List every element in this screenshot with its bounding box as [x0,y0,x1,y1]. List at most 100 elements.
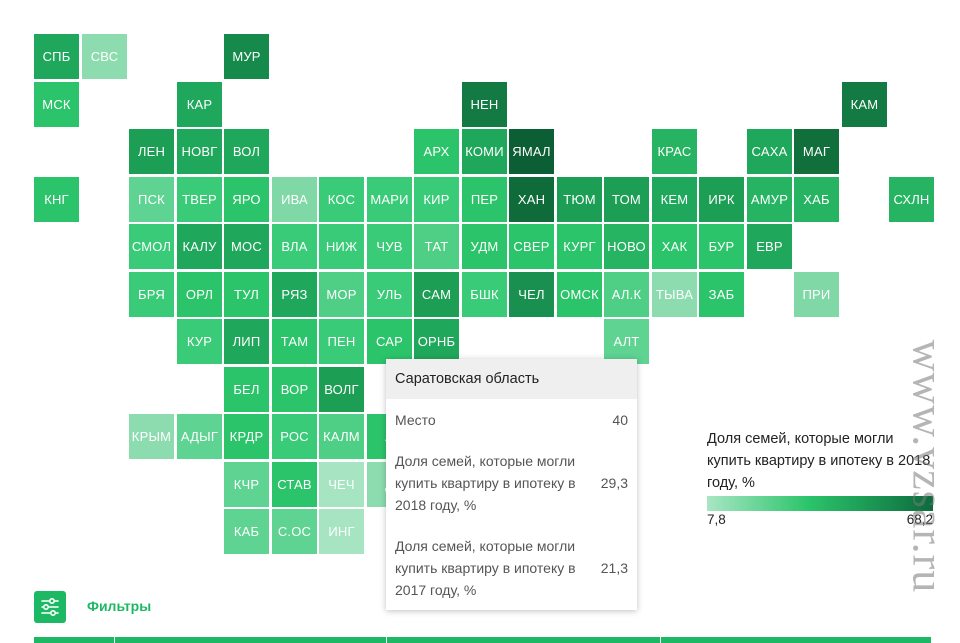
watermark-text: www.vzsar.ru [903,339,953,593]
region-tile-41[interactable]: УДМ [462,224,507,269]
region-tile-34[interactable]: СМОЛ [129,224,174,269]
region-tile-35[interactable]: КАЛУ [177,224,222,269]
region-tile-50[interactable]: ТУЛ [224,272,269,317]
region-tile-22[interactable]: КОС [319,177,364,222]
region-tile-74[interactable]: КРДР [224,414,269,459]
region-tile-16[interactable]: МАГ [794,129,839,174]
region-tile-66[interactable]: САР [367,319,412,364]
tooltip-title: Саратовская область [386,359,637,399]
region-tile-42[interactable]: СВЕР [509,224,554,269]
region-tile-47[interactable]: ЕВР [747,224,792,269]
region-tile-18[interactable]: ПСК [129,177,174,222]
region-tile-44[interactable]: НОВО [604,224,649,269]
region-tooltip: Саратовская область Место 40 Доля семей,… [386,359,637,610]
region-tile-45[interactable]: ХАК [652,224,697,269]
filters-button[interactable] [34,591,66,623]
region-tile-48[interactable]: БРЯ [129,272,174,317]
region-tile-80[interactable]: ЧЕЧ [319,462,364,507]
region-tile-83[interactable]: С.ОС [272,509,317,554]
region-tile-53[interactable]: УЛЬ [367,272,412,317]
region-tile-70[interactable]: ВОР [272,367,317,412]
region-tile-56[interactable]: ЧЕЛ [509,272,554,317]
region-tile-46[interactable]: БУР [699,224,744,269]
region-tile-43[interactable]: КУРГ [557,224,602,269]
region-tile-73[interactable]: АДЫГ [177,414,222,459]
legend-max-label: 68,2 [906,512,933,527]
filters-label[interactable]: Фильтры [87,598,152,614]
region-tile-4[interactable]: МСК [34,82,79,127]
region-tile-24[interactable]: КИР [414,177,459,222]
region-tile-65[interactable]: ПЕН [319,319,364,364]
region-tile-58[interactable]: АЛ.К [604,272,649,317]
region-tile-51[interactable]: РЯЗ [272,272,317,317]
region-tile-37[interactable]: ВЛА [272,224,317,269]
region-tile-26[interactable]: ХАН [509,177,554,222]
region-tile-36[interactable]: МОС [224,224,269,269]
region-tile-8[interactable]: ЛЕН [129,129,174,174]
region-tile-71[interactable]: ВОЛГ [319,367,364,412]
region-tile-72[interactable]: КРЫМ [129,414,174,459]
region-tile-1[interactable]: СПБ [34,34,79,79]
region-tile-76[interactable]: КАЛМ [319,414,364,459]
region-tile-75[interactable]: РОС [272,414,317,459]
region-tile-40[interactable]: ТАТ [414,224,459,269]
region-tile-28[interactable]: ТОМ [604,177,649,222]
region-tile-25[interactable]: ПЕР [462,177,507,222]
region-tile-2[interactable]: СВС [82,34,127,79]
table-column-divider [114,637,115,643]
tooltip-label: Доля семей, которые могли купить квартир… [395,453,576,513]
region-tile-9[interactable]: НОВГ [177,129,222,174]
region-tile-57[interactable]: ОМСК [557,272,602,317]
region-tile-20[interactable]: ЯРО [224,177,269,222]
region-tile-3[interactable]: МУР [224,34,269,79]
region-tile-78[interactable]: КЧР [224,462,269,507]
region-tile-63[interactable]: ЛИП [224,319,269,364]
region-tile-82[interactable]: КАБ [224,509,269,554]
region-tile-79[interactable]: СТАВ [272,462,317,507]
region-tile-23[interactable]: МАРИ [367,177,412,222]
region-tile-55[interactable]: БШК [462,272,507,317]
legend-gradient-bar [707,496,933,511]
region-tile-39[interactable]: ЧУВ [367,224,412,269]
table-header-strip [34,637,931,643]
region-tile-31[interactable]: АМУР [747,177,792,222]
region-tile-12[interactable]: КОМИ [462,129,507,174]
region-tile-64[interactable]: ТАМ [272,319,317,364]
region-tile-52[interactable]: МОР [319,272,364,317]
region-tile-10[interactable]: ВОЛ [224,129,269,174]
tooltip-value: 29,3 [600,475,628,491]
region-tile-13[interactable]: ЯМАЛ [509,129,554,174]
region-tile-67[interactable]: ОРНБ [414,319,459,364]
region-tile-59[interactable]: ТЫВА [652,272,697,317]
region-tile-6[interactable]: НЕН [462,82,507,127]
region-tile-54[interactable]: САМ [414,272,459,317]
region-tile-68[interactable]: АЛТ [604,319,649,364]
region-tile-17[interactable]: КНГ [34,177,79,222]
sliders-icon [41,598,59,616]
color-legend: Доля семей, которые могли купить квартир… [707,428,933,529]
region-tile-49[interactable]: ОРЛ [177,272,222,317]
region-tile-29[interactable]: КЕМ [652,177,697,222]
region-tile-14[interactable]: КРАС [652,129,697,174]
legend-title: Доля семей, которые могли купить квартир… [707,431,931,491]
region-tile-30[interactable]: ИРК [699,177,744,222]
region-tile-27[interactable]: ТЮМ [557,177,602,222]
region-tile-11[interactable]: АРХ [414,129,459,174]
region-tile-7[interactable]: КАМ [842,82,887,127]
region-tile-69[interactable]: БЕЛ [224,367,269,412]
region-tile-84[interactable]: ИНГ [319,509,364,554]
tooltip-label: Доля семей, которые могли купить квартир… [395,538,576,598]
tooltip-value: 21,3 [600,560,628,576]
region-tile-5[interactable]: КАР [177,82,222,127]
region-tile-62[interactable]: КУР [177,319,222,364]
table-column-divider [660,637,661,643]
region-tile-15[interactable]: САХА [747,129,792,174]
region-tile-61[interactable]: ПРИ [794,272,839,317]
region-tile-33[interactable]: СХЛН [889,177,934,222]
region-tile-38[interactable]: НИЖ [319,224,364,269]
region-tile-32[interactable]: ХАБ [794,177,839,222]
region-tile-60[interactable]: ЗАБ [699,272,744,317]
region-tile-19[interactable]: ТВЕР [177,177,222,222]
region-tile-21[interactable]: ИВА [272,177,317,222]
